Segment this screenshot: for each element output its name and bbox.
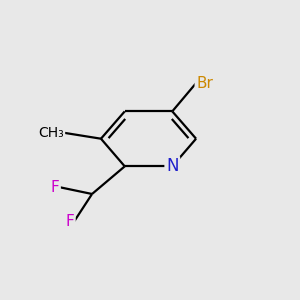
Text: F: F [51, 180, 59, 195]
Text: N: N [166, 157, 178, 175]
Text: CH₃: CH₃ [38, 126, 64, 140]
Text: Br: Br [196, 76, 213, 91]
Text: F: F [65, 214, 74, 229]
